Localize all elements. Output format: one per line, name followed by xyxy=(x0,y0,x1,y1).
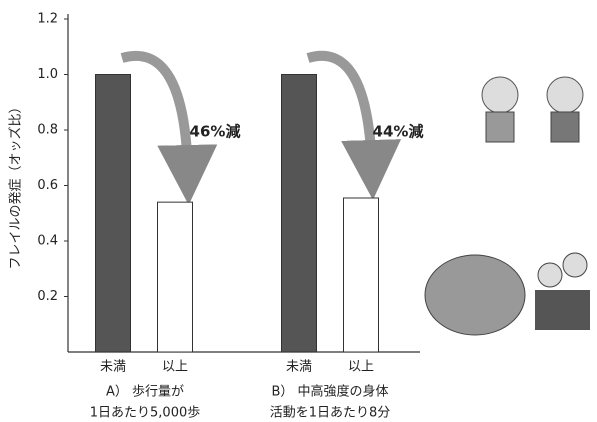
annotation: 46%減 xyxy=(190,123,241,141)
y-tick-label: 1.0 xyxy=(37,67,58,82)
illustration-walkers xyxy=(481,76,584,143)
bar xyxy=(281,74,317,353)
group-label: 1日あたり5,000歩 xyxy=(90,406,201,421)
bar xyxy=(343,197,379,353)
bar xyxy=(95,74,131,353)
group-label: B） 中高強度の身体 xyxy=(271,384,388,400)
y-tick-label: 0.8 xyxy=(37,123,58,138)
y-tick-label: 0.4 xyxy=(37,234,58,249)
y-tick-label: 0.2 xyxy=(37,289,58,304)
group-label: 活動を1日あたり8分 xyxy=(270,406,391,421)
x-tick-label: 以上 xyxy=(348,360,374,375)
arrow xyxy=(306,50,402,200)
group-label: A） 歩行量が xyxy=(106,385,184,400)
annotation: 44%減 xyxy=(373,123,424,141)
y-tick-label: 0.6 xyxy=(37,178,58,193)
y-axis-label: フレイルの発症（オッズ比） xyxy=(8,100,24,269)
arrow xyxy=(120,50,218,205)
x-tick-label: 未満 xyxy=(286,360,312,375)
bar xyxy=(157,201,193,353)
x-tick-label: 以上 xyxy=(162,360,188,375)
x-tick-label: 未満 xyxy=(100,360,126,375)
illustration-swim-dance xyxy=(424,252,590,336)
y-tick-label: 1.2 xyxy=(37,12,58,27)
